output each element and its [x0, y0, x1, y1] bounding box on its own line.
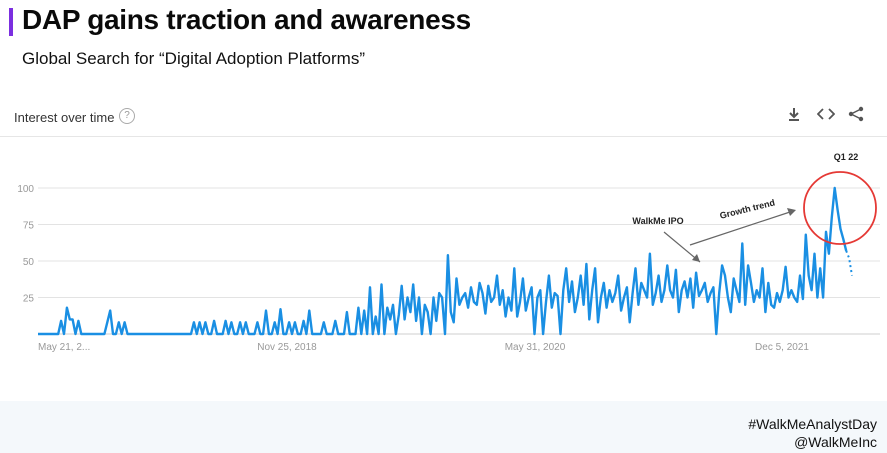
- annotation-walkme-ipo: WalkMe IPO: [632, 216, 683, 226]
- arrow-walkme-ipo: [663, 231, 701, 263]
- partial-data-tail: [845, 250, 853, 276]
- share-icon[interactable]: [848, 106, 864, 127]
- panel-divider: [0, 136, 887, 137]
- hashtag-label: #WalkMeAnalystDay: [748, 416, 877, 432]
- annotations: WalkMe IPO Growth trend Q1 22: [632, 152, 877, 263]
- download-icon[interactable]: [786, 106, 802, 127]
- title-accent-bar: [9, 8, 13, 36]
- y-tick-25: 25: [23, 294, 35, 305]
- question-circle-icon[interactable]: ?: [119, 108, 135, 124]
- x-tick-2: May 31, 2020: [505, 342, 566, 353]
- panel-header: Interest over time: [14, 110, 115, 125]
- footer-band: [0, 401, 887, 453]
- footer-text: #WalkMeAnalystDay @WalkMeInc: [748, 415, 877, 451]
- x-tick-labels: May 21, 2... Nov 25, 2018 May 31, 2020 Dec …: [38, 342, 809, 353]
- arrowhead-walkme-ipo: [692, 254, 700, 262]
- interest-chart: 25 50 75 100 May 21, 2... Nov 25, 2018 May 31…: [17, 152, 880, 353]
- y-tick-75: 75: [23, 221, 35, 232]
- x-tick-3: Dec 5, 2021: [755, 342, 809, 353]
- embed-code-icon[interactable]: [816, 106, 836, 127]
- slide-title: DAP gains traction and awareness: [22, 4, 471, 35]
- y-tick-labels: 25 50 75 100: [17, 184, 34, 305]
- slide-subtitle: Global Search for “Digital Adoption Plat…: [22, 49, 365, 68]
- x-tick-0: May 21, 2...: [38, 342, 90, 353]
- arrowhead-growth-trend: [787, 208, 796, 216]
- series-line-interest: [38, 186, 848, 336]
- y-tick-50: 50: [23, 257, 35, 268]
- handle-label: @WalkMeInc: [794, 434, 877, 450]
- y-tick-100: 100: [17, 184, 34, 195]
- annotation-q1-22: Q1 22: [834, 152, 859, 162]
- annotation-growth-trend: Growth trend: [719, 197, 776, 220]
- x-tick-1: Nov 25, 2018: [257, 342, 317, 353]
- arrow-growth-trend: [689, 211, 791, 246]
- chart-panel: [0, 96, 887, 401]
- highlight-circle-q1-22: [803, 171, 877, 245]
